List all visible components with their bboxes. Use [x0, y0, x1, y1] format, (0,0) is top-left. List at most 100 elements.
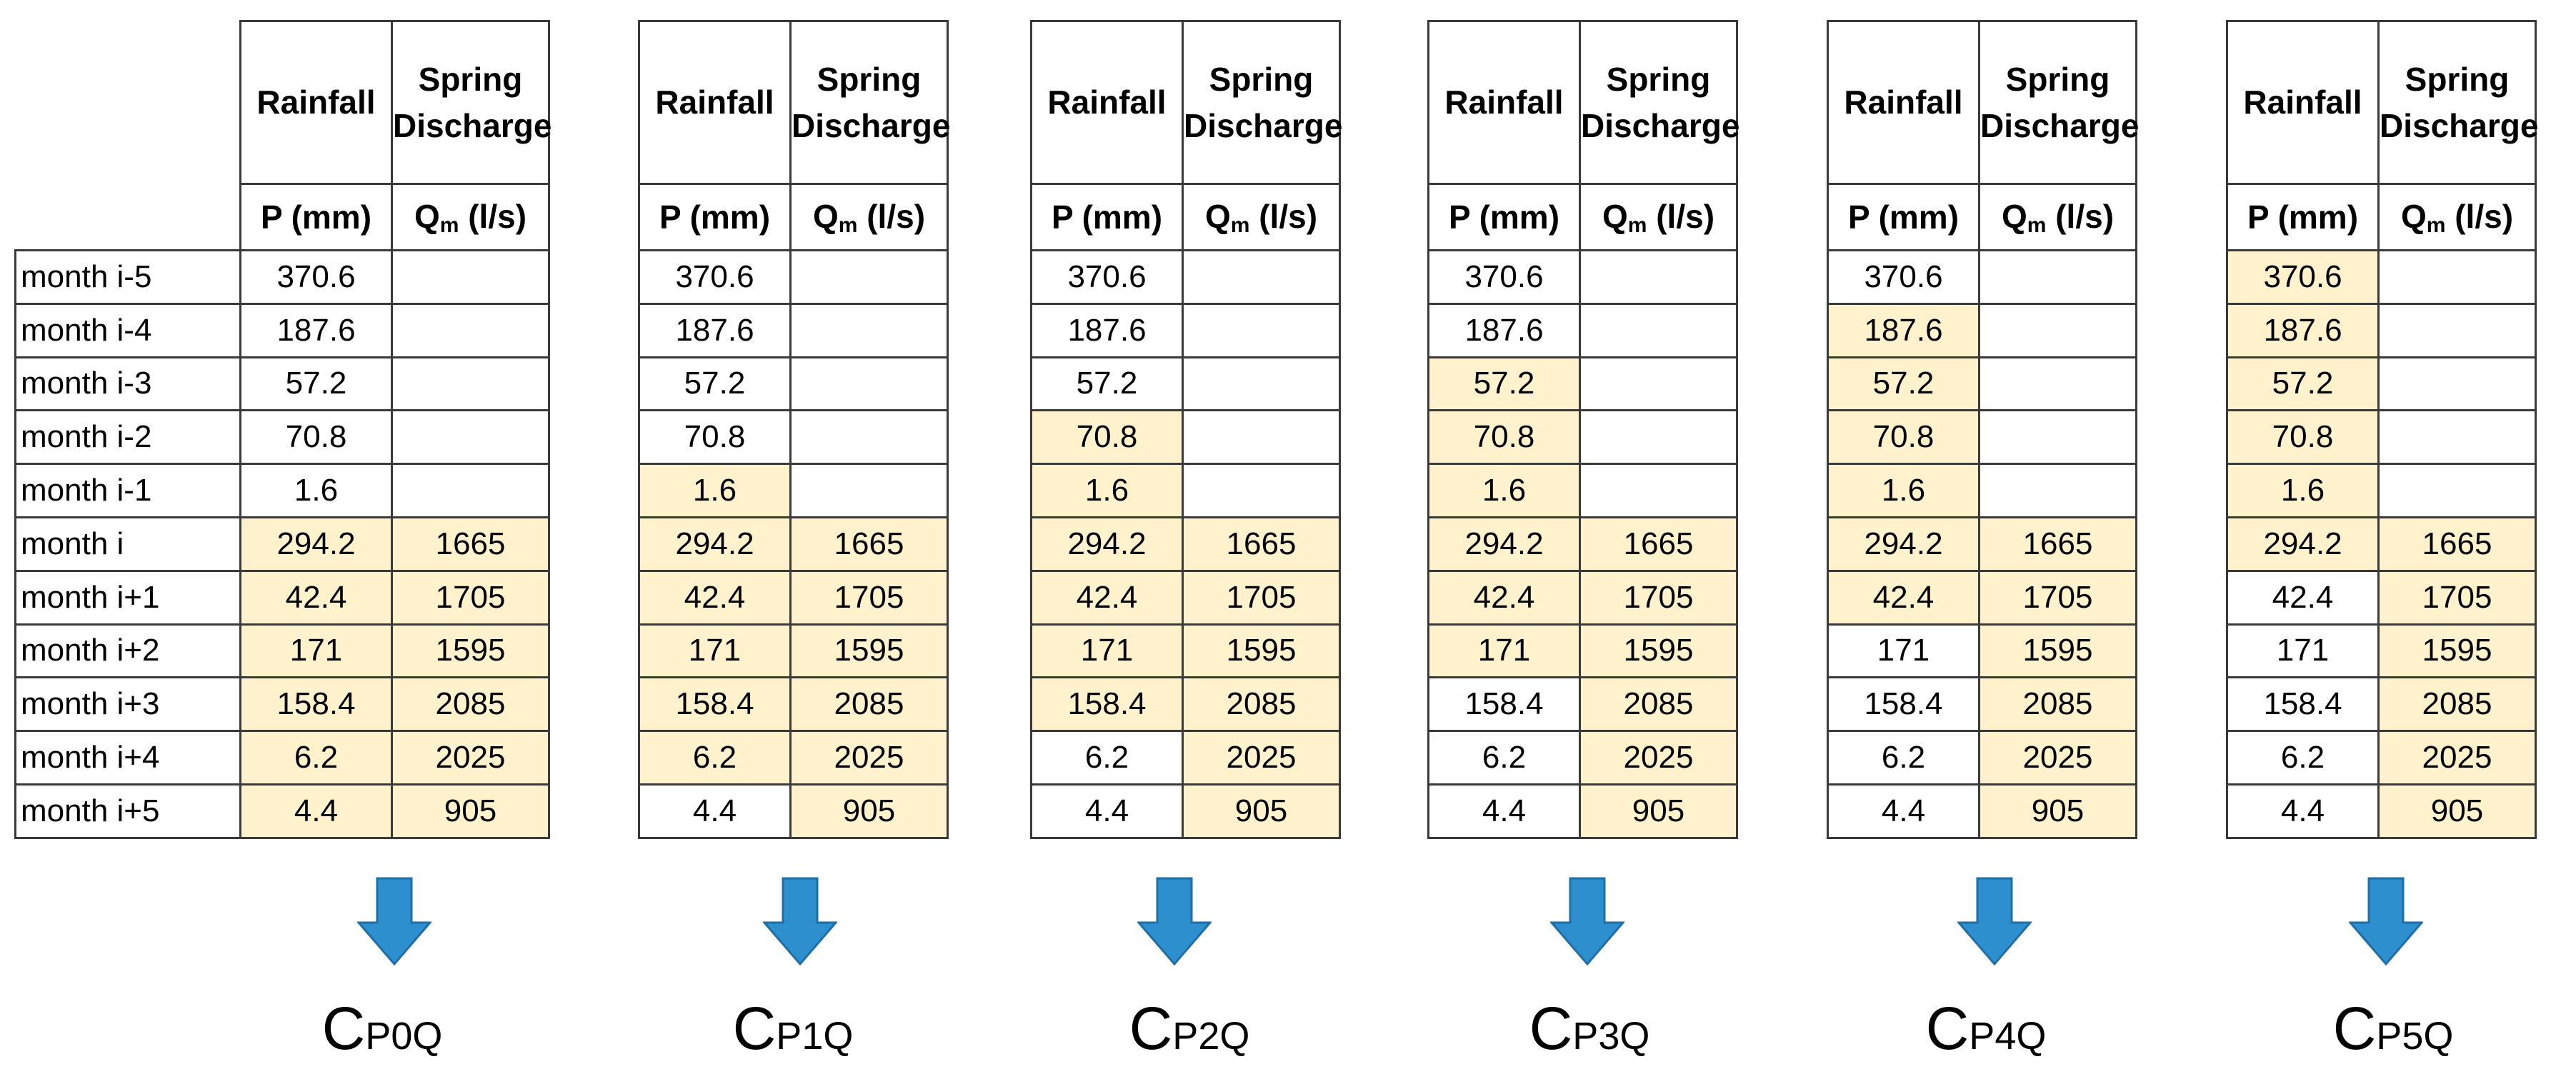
rainfall-cell: 370.6 [638, 249, 792, 305]
discharge-cell: 1665 [1182, 516, 1341, 572]
row-label: month i+5 [14, 783, 240, 839]
table-row: 42.4 1705 [2226, 569, 2537, 626]
table-row: 4.4 905 [239, 783, 550, 839]
rainfall-cell: 4.4 [2226, 783, 2380, 839]
rainfall-header: Rainfall [2226, 20, 2380, 185]
table-row: 6.2 2025 [1030, 730, 1341, 786]
rainfall-cell: 187.6 [1030, 302, 1184, 358]
down-arrow-icon [1137, 877, 1212, 965]
discharge-cell: 1595 [2377, 623, 2537, 679]
discharge-cell: 905 [1182, 783, 1341, 839]
rainfall-cell: 4.4 [239, 783, 393, 839]
table-row: 6.2 2025 [239, 730, 550, 786]
table-row: 70.8 [638, 409, 949, 466]
discharge-header: Spring Discharge [391, 20, 551, 185]
scenario-table-2: Rainfall Spring Discharge P (mm) Qm (l/s) 370… [1030, 20, 1342, 839]
table-row: 158.4 2085 [638, 676, 949, 733]
table-row: 1.6 [239, 463, 550, 518]
rainfall-cell: 171 [2226, 623, 2380, 679]
discharge-header: Spring Discharge [1579, 20, 1739, 185]
rainfall-cell: 1.6 [2226, 463, 2380, 518]
discharge-cell: 2025 [789, 730, 949, 786]
rainfall-cell: 370.6 [1030, 249, 1184, 305]
discharge-cell: 1595 [1579, 623, 1738, 679]
rainfall-cell: 6.2 [2226, 730, 2380, 786]
rainfall-cell: 171 [1427, 623, 1581, 679]
rainfall-cell: 6.2 [1427, 730, 1581, 786]
table-row: 1.6 [1030, 463, 1341, 518]
row-labels: month i-5 month i-4 month i-3 month i-2 … [14, 249, 240, 839]
discharge-cell: 2085 [2377, 676, 2537, 733]
rainfall-unit: P (mm) [1427, 183, 1581, 251]
rainfall-header: Rainfall [1427, 20, 1581, 185]
rainfall-cell: 171 [239, 623, 393, 679]
rainfall-cell: 6.2 [638, 730, 792, 786]
rainfall-cell: 187.6 [638, 302, 792, 358]
rainfall-cell: 1.6 [1827, 463, 1980, 518]
rainfall-cell: 171 [638, 623, 792, 679]
rainfall-cell: 57.2 [1827, 356, 1980, 412]
table-row: 4.4 905 [1030, 783, 1341, 839]
rainfall-cell: 294.2 [638, 516, 792, 572]
row-label: month i-1 [14, 463, 240, 518]
table-row: 294.2 1665 [1030, 516, 1341, 572]
table-row: 187.6 [1827, 302, 2137, 358]
rainfall-cell: 187.6 [2226, 302, 2380, 358]
table-row: 187.6 [1030, 302, 1341, 358]
discharge-cell [391, 302, 550, 358]
discharge-cell: 2085 [1978, 676, 2137, 733]
row-label: month i+1 [14, 569, 240, 626]
table-row: 6.2 2025 [2226, 730, 2537, 786]
rainfall-cell: 42.4 [1827, 569, 1980, 626]
rainfall-cell: 1.6 [239, 463, 393, 518]
discharge-unit: Qm (l/s) [1182, 183, 1341, 251]
discharge-header: Spring Discharge [789, 20, 950, 185]
table-row: 370.6 [1827, 249, 2137, 305]
table-row: 57.2 [1030, 356, 1341, 412]
discharge-header: Spring Discharge [1182, 20, 1342, 185]
table-row: 6.2 2025 [1827, 730, 2137, 786]
rainfall-unit: P (mm) [239, 183, 393, 251]
table-row: 370.6 [638, 249, 949, 305]
table-row: 171 1595 [2226, 623, 2537, 679]
discharge-cell [1978, 302, 2137, 358]
rainfall-cell: 57.2 [2226, 356, 2380, 412]
discharge-cell: 1665 [789, 516, 949, 572]
rainfall-cell: 294.2 [1427, 516, 1581, 572]
discharge-cell: 1705 [391, 569, 550, 626]
table-row: 1.6 [638, 463, 949, 518]
rainfall-cell: 57.2 [1030, 356, 1184, 412]
discharge-cell: 2025 [1579, 730, 1738, 786]
discharge-cell: 2085 [1579, 676, 1738, 733]
scenario-label: CP4Q [1925, 995, 2047, 1062]
discharge-cell: 1705 [2377, 569, 2537, 626]
table-row: 1.6 [2226, 463, 2537, 518]
scenario-table-1: Rainfall Spring Discharge P (mm) Qm (l/s) 370… [638, 20, 950, 839]
rainfall-cell: 4.4 [1030, 783, 1184, 839]
row-label: month i-4 [14, 302, 240, 358]
discharge-cell [789, 302, 949, 358]
discharge-cell [789, 356, 949, 412]
rainfall-cell: 370.6 [239, 249, 393, 305]
discharge-cell: 1665 [1978, 516, 2137, 572]
table-row: 171 1595 [638, 623, 949, 679]
discharge-header: Spring Discharge [1978, 20, 2139, 185]
table-row: 187.6 [2226, 302, 2537, 358]
table-row: 370.6 [1030, 249, 1341, 305]
discharge-cell [1182, 249, 1341, 305]
rainfall-cell: 70.8 [1827, 409, 1980, 466]
scenario-table-3: Rainfall Spring Discharge P (mm) Qm (l/s) 370… [1427, 20, 1739, 839]
table-row: 370.6 [239, 249, 550, 305]
rainfall-cell: 158.4 [2226, 676, 2380, 733]
rainfall-cell: 158.4 [1827, 676, 1980, 733]
discharge-cell [2377, 409, 2537, 466]
down-arrow-icon [1957, 877, 2032, 965]
row-label: month i-5 [14, 249, 240, 305]
table-row: 158.4 2085 [1427, 676, 1738, 733]
discharge-cell: 1705 [1182, 569, 1341, 626]
discharge-cell [1579, 356, 1738, 412]
rainfall-cell: 370.6 [1827, 249, 1980, 305]
table-row: 370.6 [2226, 249, 2537, 305]
rainfall-unit: P (mm) [1827, 183, 1980, 251]
rainfall-unit: P (mm) [638, 183, 792, 251]
